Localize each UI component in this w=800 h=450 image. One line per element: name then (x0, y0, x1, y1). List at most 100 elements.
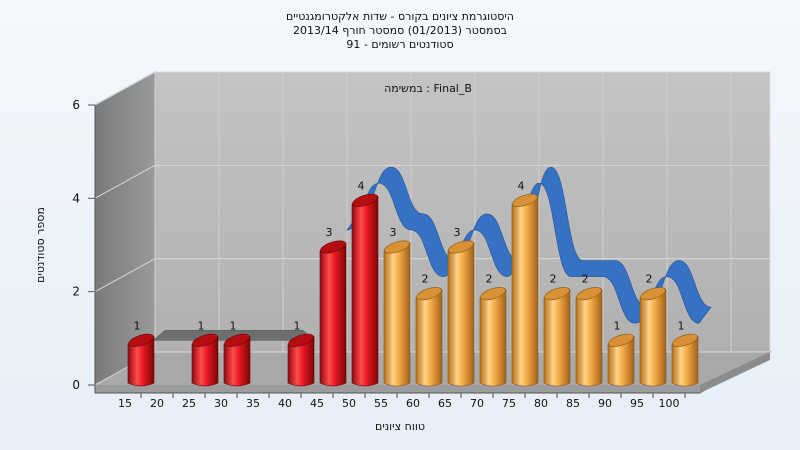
bar: 2 (639, 273, 667, 387)
bar-value-label: 2 (422, 273, 429, 286)
x-tick-label: 75 (502, 397, 516, 410)
bar-value-label: 1 (134, 319, 141, 332)
bar-cap (352, 193, 378, 207)
axes: 0 2 4 6 15 20 25 30 35 40 45 50 55 60 65 70 75 80 85 90 95 10… (72, 98, 700, 410)
bar: 3 (447, 226, 475, 387)
bar: 2 (575, 273, 603, 387)
y-tick-label: 2 (72, 285, 80, 299)
bar-cap (640, 287, 666, 301)
x-tick-label: 50 (342, 397, 356, 410)
bar-value-label: 4 (358, 179, 365, 192)
bar-value-label: 4 (518, 179, 525, 192)
ribbon-series (346, 166, 712, 324)
bar: 1 (127, 319, 155, 387)
bar: 3 (319, 226, 347, 387)
y-tick-label: 4 (72, 191, 80, 205)
bar-cap (416, 287, 442, 301)
bar: 2 (479, 273, 507, 387)
x-tick-label: 55 (374, 397, 388, 410)
bar: 1 (607, 319, 635, 387)
x-tick-label: 20 (150, 397, 164, 410)
bar-cap (576, 287, 602, 301)
bar-value-label: 3 (390, 226, 397, 239)
x-tick-label: 70 (470, 397, 484, 410)
series-ribbon (152, 166, 712, 341)
bar-body (127, 335, 155, 387)
gridline-left (94, 71, 156, 106)
bar-body (575, 289, 603, 387)
x-tick-label: 85 (566, 397, 580, 410)
x-tick-label: 90 (598, 397, 612, 410)
bar-body (383, 242, 411, 387)
y-tick-label: 0 (72, 378, 80, 392)
x-tick-label: 25 (182, 397, 196, 410)
bar-cap (224, 333, 250, 347)
x-tick-label: 95 (630, 397, 644, 410)
bar-cap (544, 287, 570, 301)
bar-cap (288, 333, 314, 347)
plot-floor-front-edge (95, 385, 700, 393)
bar: 3 (383, 226, 411, 387)
bar-body (511, 195, 539, 387)
chart-title-line-3: סטודנטים רשומים - 91 (346, 38, 454, 51)
chart-annotation: במשימה : Final_B (384, 82, 472, 95)
gridline-left (94, 164, 156, 199)
bar-body (351, 195, 379, 387)
bar-body (319, 242, 347, 387)
bar-body (191, 335, 219, 387)
bar-value-label: 3 (326, 226, 333, 239)
x-axis-label: טווח ציונים (375, 420, 425, 433)
bar-cap (384, 240, 410, 254)
bar: 1 (287, 319, 315, 387)
chart-title-line-2: בסמסטר (01/2013) סמסטר חורף 2013/14 (293, 24, 507, 37)
bar-value-label: 1 (230, 319, 237, 332)
bar: 2 (415, 273, 443, 387)
bar-body (287, 335, 315, 387)
bar-body (447, 242, 475, 387)
bar-cap (448, 240, 474, 254)
bar-value-label: 1 (294, 319, 301, 332)
bar: 1 (671, 319, 699, 387)
bar: 1 (191, 319, 219, 387)
bar-body (607, 335, 635, 387)
bar: 1 (223, 319, 251, 387)
bar-value-label: 1 (198, 319, 205, 332)
bar-value-label: 2 (550, 273, 557, 286)
bar-body (479, 289, 507, 387)
x-tick-label: 60 (406, 397, 420, 410)
bar-value-label: 1 (678, 319, 685, 332)
x-tick-label: 30 (214, 397, 228, 410)
bar-cap (480, 287, 506, 301)
bar: 4 (351, 179, 379, 387)
x-tick-label: 40 (278, 397, 292, 410)
gridline-left (94, 258, 156, 293)
x-tick-label: 100 (659, 397, 680, 410)
x-tick-label: 45 (310, 397, 324, 410)
x-tick-label: 80 (534, 397, 548, 410)
bar-cap (192, 333, 218, 347)
x-tick-label: 65 (438, 397, 452, 410)
bar-body (415, 289, 443, 387)
y-tick-label: 6 (72, 98, 80, 112)
x-tick-label: 35 (246, 397, 260, 410)
x-tick-label: 15 (118, 397, 132, 410)
bar-value-label: 1 (614, 319, 621, 332)
plot-floor-side-edge (700, 352, 770, 393)
bar-value-label: 2 (486, 273, 493, 286)
bar-body (639, 289, 667, 387)
bar-cap (128, 333, 154, 347)
grid-lines (94, 71, 770, 386)
bar-series: 1 1 1 1 3 4 3 2 3 2 4 2 2 1 2 1 (127, 179, 699, 387)
bar-cap (512, 193, 538, 207)
bar-body (223, 335, 251, 387)
chart-title-line-1: היסטוגרמת ציונים בקורס - שדות אלקטרומגנט… (286, 10, 514, 23)
bar-cap (608, 333, 634, 347)
bar: 2 (543, 273, 571, 387)
bar: 4 (511, 179, 539, 387)
bar-body (543, 289, 571, 387)
bar-value-label: 2 (582, 273, 589, 286)
bar-value-label: 3 (454, 226, 461, 239)
bar-body (671, 335, 699, 387)
